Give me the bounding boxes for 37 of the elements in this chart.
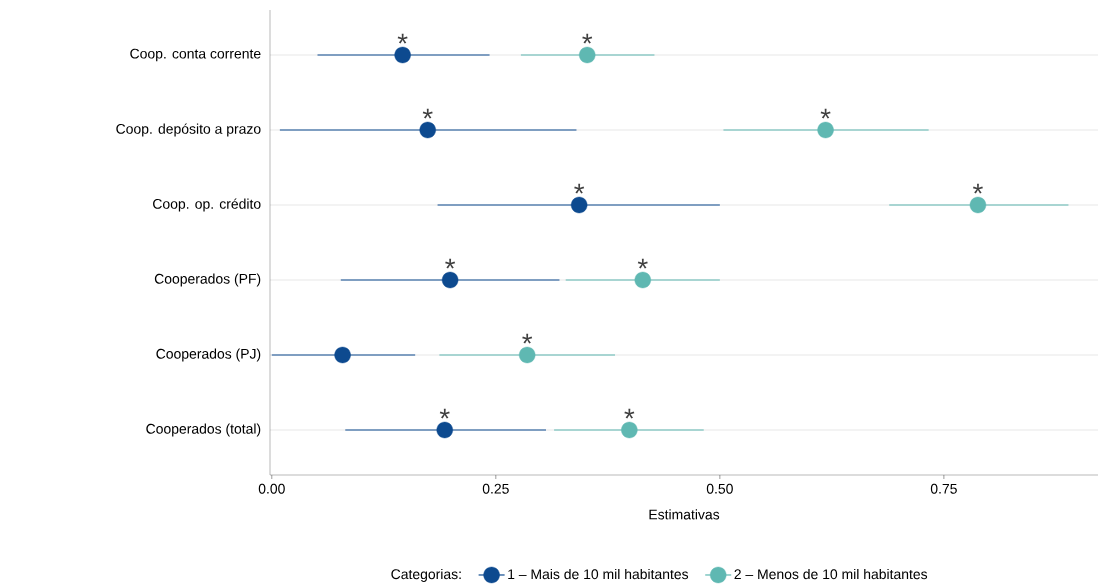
point xyxy=(570,196,588,214)
point xyxy=(419,121,436,139)
y-tick-label: Coop. depósito a prazo xyxy=(116,123,261,137)
annotation: * xyxy=(397,33,408,44)
point xyxy=(518,346,536,364)
x-tick-label: 0.00 xyxy=(258,483,285,494)
legend-label: 1 – Mais de 10 mil habitantes xyxy=(508,568,689,580)
annotation: * xyxy=(522,333,533,344)
annotation: * xyxy=(972,183,983,194)
annotation: * xyxy=(624,408,635,419)
point xyxy=(621,421,638,439)
annotation: * xyxy=(445,258,456,269)
point xyxy=(969,196,987,214)
annotation: * xyxy=(582,33,593,44)
point xyxy=(579,46,596,64)
annotation: * xyxy=(439,408,450,419)
point xyxy=(634,271,651,289)
point xyxy=(334,346,351,364)
x-tick-label: 0.75 xyxy=(930,483,957,494)
point xyxy=(441,271,459,289)
x-tick-label: 0.50 xyxy=(706,483,733,494)
annotation: * xyxy=(574,183,585,194)
point xyxy=(436,421,453,439)
y-tick-label: Coop. op. crédito xyxy=(153,198,261,212)
legend-title: Categorias: xyxy=(391,568,461,582)
legend-label: 2 – Menos de 10 mil habitantes xyxy=(734,568,928,580)
y-tick-label: Cooperados (PF) xyxy=(154,273,261,287)
annotation: * xyxy=(820,108,831,119)
x-axis-title: Estimativas xyxy=(649,509,720,520)
point xyxy=(817,121,834,139)
point xyxy=(394,46,411,64)
annotation: * xyxy=(637,258,648,269)
annotation: * xyxy=(422,108,433,119)
x-tick-label: 0.25 xyxy=(482,483,509,494)
y-tick-label: Cooperados (PJ) xyxy=(156,348,261,362)
y-tick-label: Coop. conta corrente xyxy=(130,48,261,62)
y-tick-label: Cooperados (total) xyxy=(146,423,261,437)
